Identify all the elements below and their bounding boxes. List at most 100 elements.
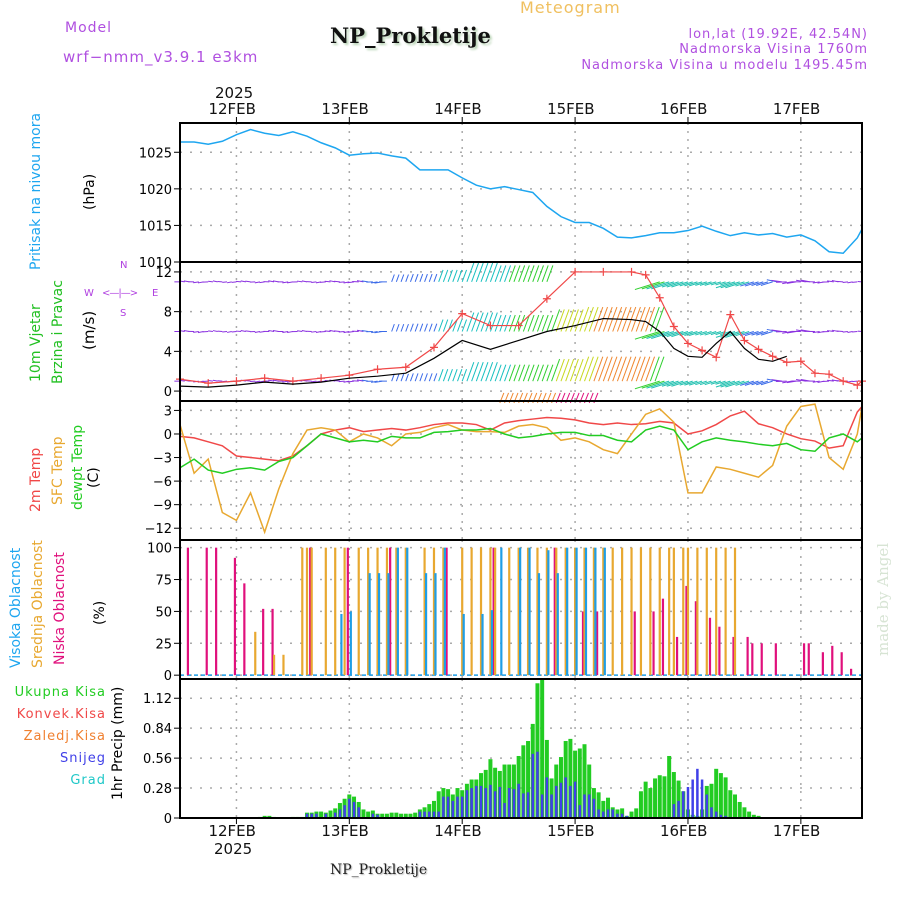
bar-niska-oblacnost (808, 643, 810, 675)
y-tick-label: −6 (153, 475, 172, 490)
bar-snijeg (687, 787, 690, 818)
bar-visoka-oblacnost (434, 573, 436, 675)
bar-ukupna-kisa (667, 756, 671, 818)
y-tick-label: 1015 (139, 219, 172, 234)
bar-srednja-oblacnost (311, 548, 313, 676)
wind-arrow (245, 331, 250, 332)
bar-visoka-oblacnost (500, 548, 502, 676)
y-tick-label: 0.56 (143, 752, 172, 767)
bar-niska-oblacnost (634, 611, 636, 675)
bar-ukupna-kisa (658, 775, 662, 818)
wind-arrow (608, 357, 617, 381)
wind-arrow (589, 357, 598, 381)
wind-arrow (406, 274, 409, 281)
wind-arrow (227, 332, 232, 333)
wind-arrow (429, 274, 432, 282)
bar-visoka-oblacnost (406, 548, 408, 676)
bar-niska-oblacnost (718, 627, 720, 675)
bar-visoka-oblacnost (425, 573, 427, 675)
bar-ukupna-kisa (714, 769, 718, 818)
wind-arrow (396, 324, 399, 331)
bar-snijeg (517, 784, 520, 818)
wind-speed-marker (825, 370, 833, 378)
bar-ukupna-kisa (662, 776, 666, 818)
wind-arrow (425, 373, 428, 381)
bar-ukupna-kisa (648, 788, 652, 818)
bar-ukupna-kisa (733, 794, 737, 818)
bar-ukupna-kisa (639, 791, 643, 818)
bar-snijeg (484, 788, 487, 818)
bar-niska-oblacnost (347, 548, 349, 676)
bar-snijeg (343, 805, 346, 818)
wind-arrow (334, 281, 340, 282)
bar-srednja-oblacnost (640, 548, 642, 676)
bottom-date-label: 15FEB (547, 822, 594, 840)
bar-visoka-oblacnost (378, 573, 380, 675)
bar-snijeg (470, 788, 473, 818)
wind-speed-marker (712, 353, 720, 361)
wind-arrow (448, 369, 452, 381)
bar-srednja-oblacnost (706, 548, 708, 676)
wind-arrow (584, 357, 593, 381)
wind-arrow (410, 324, 413, 332)
bar-snijeg (607, 809, 610, 818)
bar-snijeg (339, 809, 342, 818)
bar-visoka-oblacnost (557, 573, 559, 675)
wind-arrow (641, 307, 650, 331)
y-tick-label: 100 (147, 542, 172, 557)
bottom-date-label: 16FEB (660, 822, 707, 840)
wind-arrow (396, 274, 399, 281)
bar-srednja-oblacnost (254, 632, 256, 675)
y-tick-label: 8 (164, 306, 172, 321)
wind-arrow (410, 274, 413, 282)
wind-arrow (392, 274, 395, 281)
wind-arrow (453, 369, 457, 381)
wind-arrow (852, 282, 857, 283)
bar-niska-oblacnost (709, 618, 711, 675)
y-tick-label: −12 (145, 522, 172, 537)
bottom-date-label: 17FEB (773, 822, 820, 840)
wind-arrow (453, 270, 457, 282)
bar-niska-oblacnost (206, 548, 208, 676)
bar-srednja-oblacnost (306, 548, 308, 676)
wind-speed-marker (402, 363, 410, 371)
wind-arrow (410, 373, 413, 381)
wind-arrow (401, 374, 404, 381)
bar-snijeg (499, 787, 502, 818)
wind-speed-marker (232, 377, 240, 385)
bar-visoka-oblacnost (566, 548, 568, 676)
bar-srednja-oblacnost (682, 548, 684, 676)
wind-arrow (627, 357, 636, 381)
wind-arrow (434, 373, 437, 381)
bar-niska-oblacnost (262, 609, 264, 675)
bar-niska-oblacnost (234, 558, 236, 675)
bar-snijeg (710, 807, 713, 818)
bottom-date-label: 12FEB (208, 822, 255, 840)
bar-snijeg (550, 794, 553, 818)
wind-arrow (636, 307, 645, 331)
wind-speed-marker (204, 379, 212, 387)
wind-arrow (325, 281, 331, 282)
bar-niska-oblacnost (662, 599, 664, 676)
bar-visoka-oblacnost (491, 610, 493, 675)
bar-visoka-oblacnost (481, 614, 483, 675)
bar-niska-oblacnost (243, 583, 245, 675)
bar-snijeg (489, 785, 492, 818)
bar-snijeg (475, 786, 478, 818)
wind-arrow (334, 331, 340, 332)
bar-srednja-oblacnost (282, 655, 284, 675)
wind-arrow (302, 331, 307, 332)
bar-ukupna-kisa (653, 778, 657, 818)
bar-visoka-oblacnost (594, 548, 596, 676)
wind-arrow (650, 357, 659, 381)
bar-srednja-oblacnost (301, 548, 303, 676)
wind-arrow (255, 332, 260, 333)
wind-arrow (232, 332, 237, 333)
wind-arrow (632, 357, 641, 381)
wind-arrow (311, 332, 316, 333)
bar-snijeg (503, 803, 506, 818)
bar-snijeg (508, 788, 511, 818)
